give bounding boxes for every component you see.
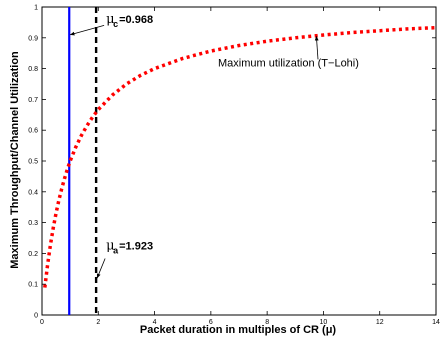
y-tick-label: 0: [34, 313, 38, 320]
x-tick-label: 2: [96, 319, 100, 326]
x-tick-label: 10: [320, 319, 328, 326]
y-tick-label: 0.8: [28, 66, 38, 73]
utilization-series-line: [43, 25, 437, 288]
y-tick-label: 0.1: [28, 282, 38, 289]
x-tick-label: 12: [376, 319, 384, 326]
series-label-arrow: [314, 35, 319, 60]
annotation-arrow: [96, 258, 106, 279]
x-tick-label: 8: [265, 319, 269, 326]
y-tick-label: 0.3: [28, 220, 38, 227]
annotation-subscript: c: [113, 19, 118, 29]
y-tick-label: 0.6: [28, 128, 38, 135]
x-axis-label: Packet duration in multiples of CR (μ): [140, 324, 337, 336]
mu-c-annotation: μc =0.968: [69, 12, 153, 36]
annotation-arrow: [69, 25, 105, 36]
x-tick-label: 14: [432, 319, 440, 326]
y-tick-label: 0.2: [28, 251, 38, 258]
y-tick-label: 0.9: [28, 35, 38, 42]
y-tick-label: 0.4: [28, 189, 38, 196]
y-axis-label: Maximum Throughput/Channel Utilization: [9, 51, 21, 269]
x-tick-label: 0: [40, 319, 44, 326]
y-tick-label: 0.5: [28, 159, 38, 166]
y-tick-label: 1: [34, 5, 38, 12]
x-tick-label: 4: [153, 319, 157, 326]
series-label: Maximum utilization (T−Lohi): [218, 57, 359, 69]
annotation-value: =1.923: [119, 241, 153, 253]
annotation-symbol: μ: [106, 12, 114, 27]
plot-area: 0 2 4 6 8 10 12 14 0 0.1 0.2 0.3 0.4 0.5 0.6 0.7 0.8 0.9 1…: [28, 5, 440, 327]
x-tick-label: 6: [209, 319, 213, 326]
annotation-subscript: a: [113, 246, 119, 256]
mu-a-annotation: μa =1.923: [96, 239, 153, 279]
annotation-symbol: μ: [106, 239, 114, 254]
y-tick-label: 0.7: [28, 97, 38, 104]
annotation-value: =0.968: [119, 14, 153, 26]
